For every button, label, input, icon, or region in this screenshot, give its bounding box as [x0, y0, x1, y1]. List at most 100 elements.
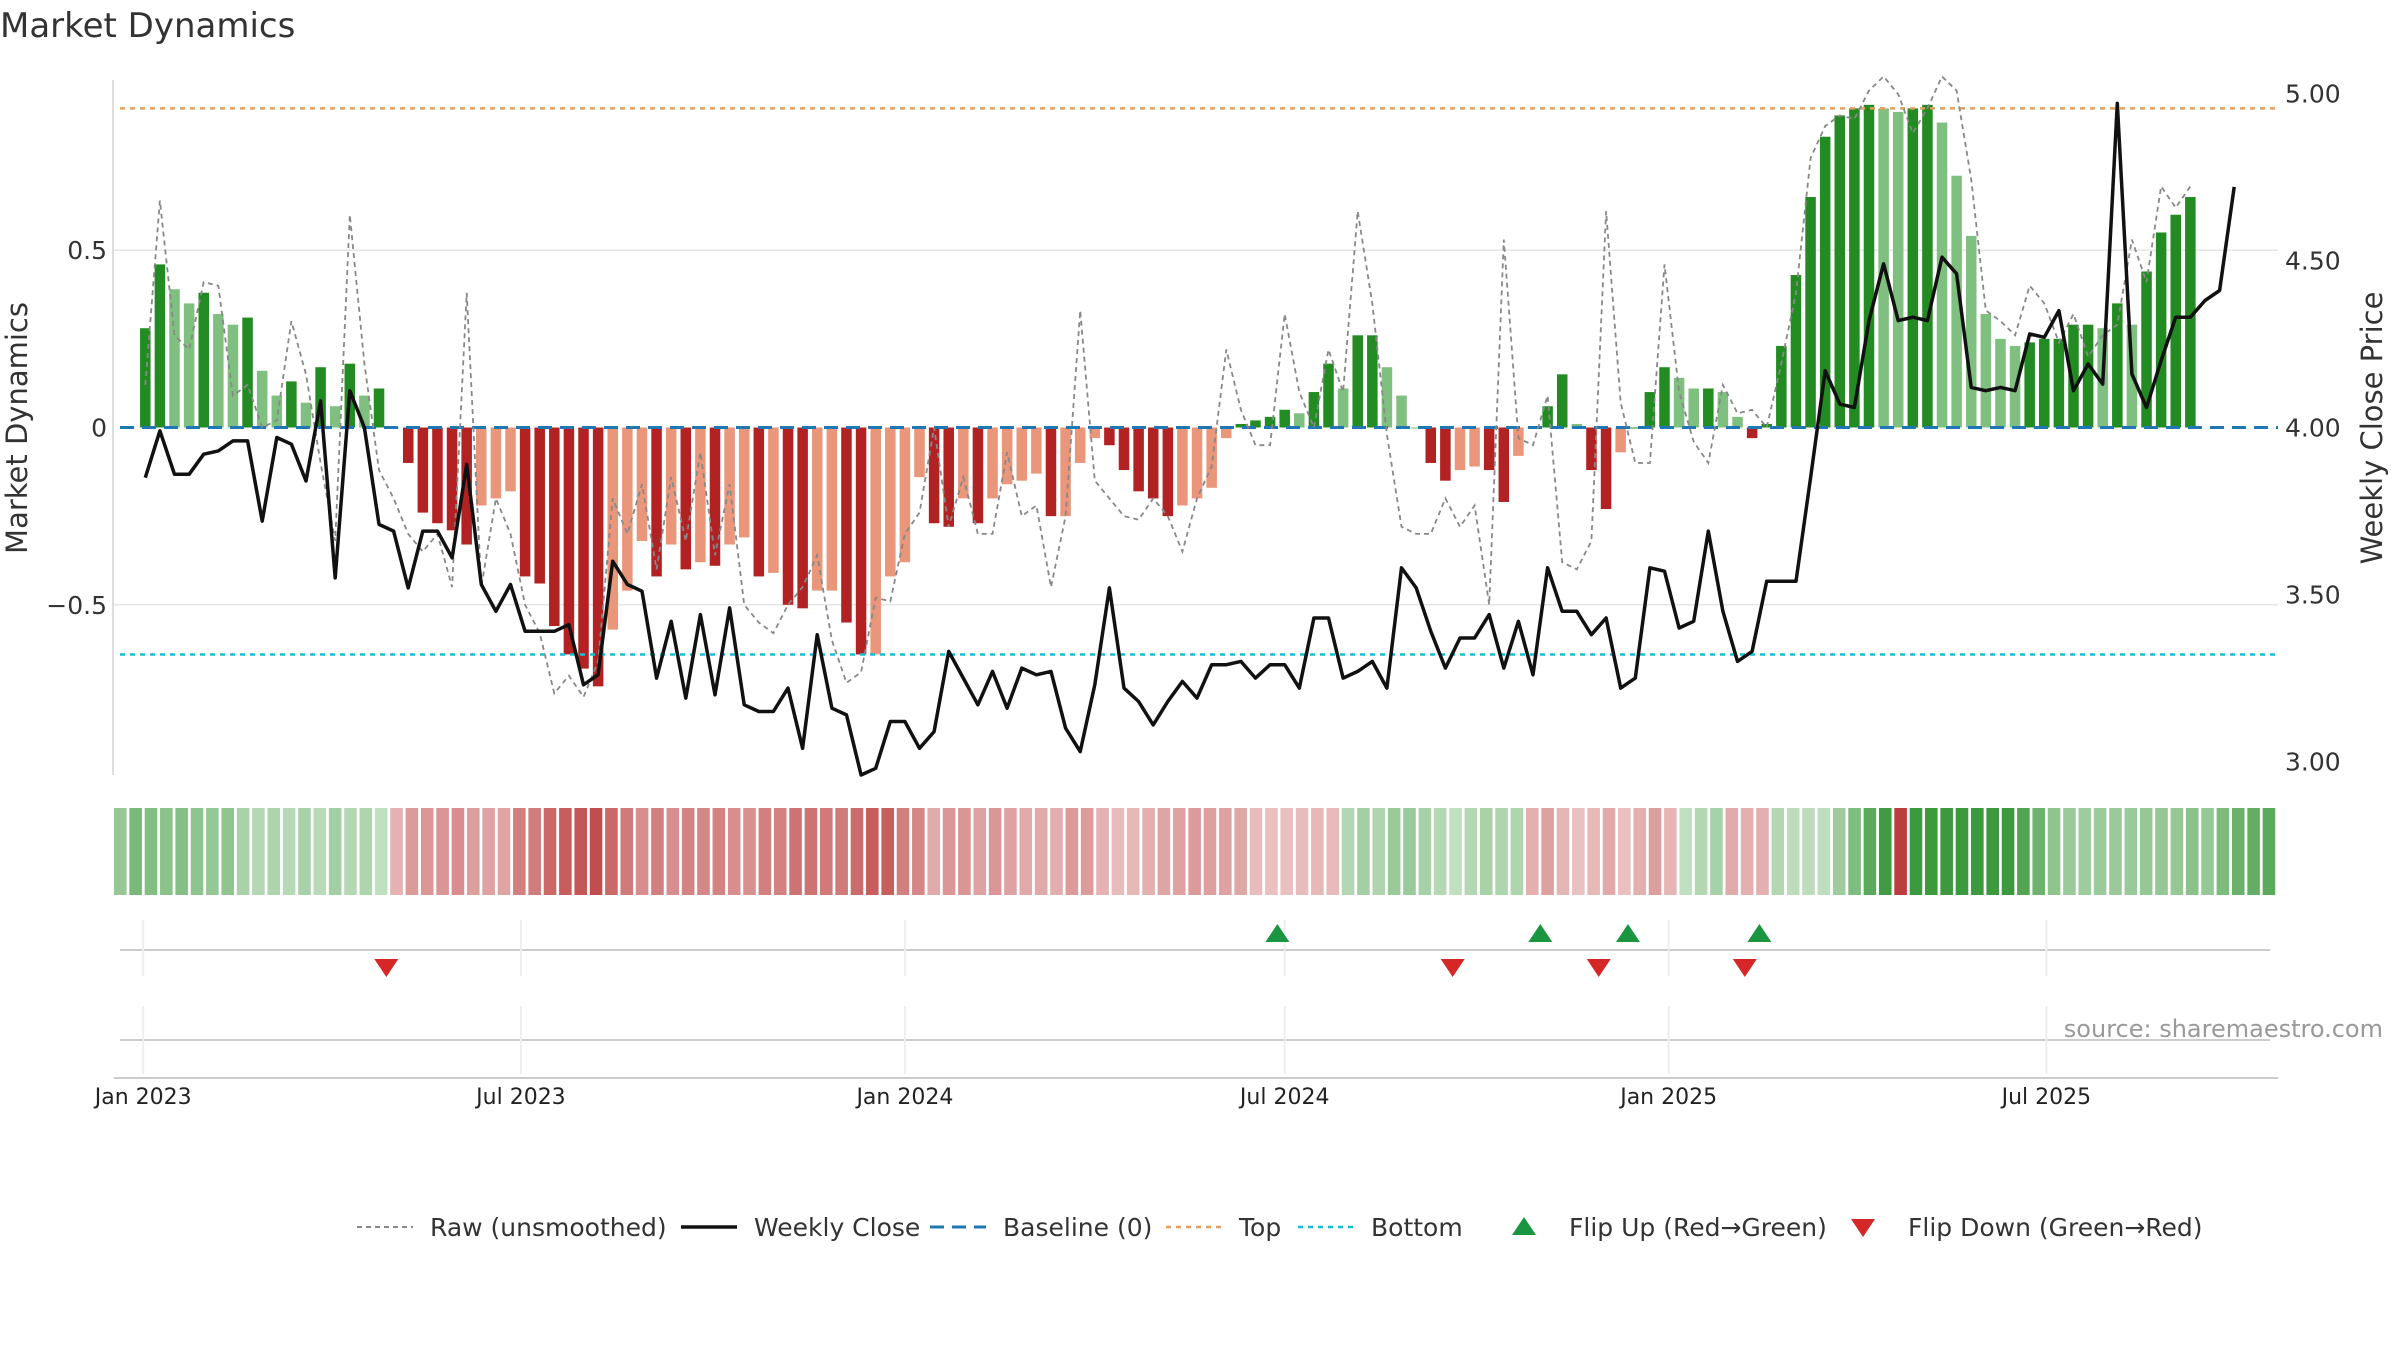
- regime-cell: [513, 808, 526, 895]
- dynamics-bar: [899, 427, 911, 563]
- regime-cell: [589, 808, 603, 895]
- y-right-tick-label: 3.50: [2285, 581, 2341, 610]
- legend-label: Weekly Close: [754, 1213, 920, 1242]
- regime-cell: [1050, 808, 1063, 895]
- y-right-tick-label: 4.50: [2285, 246, 2341, 275]
- legend-flip-up-swatch: [1512, 1217, 1536, 1235]
- regime-cell: [1556, 808, 1570, 895]
- regime-cell: [2247, 808, 2260, 895]
- regime-cell: [2093, 808, 2107, 895]
- dynamics-bar: [1060, 427, 1071, 517]
- dynamics-bar: [1863, 104, 1875, 428]
- regime-cell: [1694, 808, 1708, 895]
- regime-cell: [1495, 808, 1508, 895]
- dynamics-bar: [870, 427, 881, 655]
- dynamics-bar: [2039, 338, 2050, 428]
- regime-cell: [2155, 808, 2168, 895]
- x-tick-label: Jul 2025: [2000, 1085, 2092, 1110]
- dynamics-bar: [1410, 427, 1422, 429]
- regime-cell: [789, 808, 802, 895]
- regime-cell: [1878, 808, 1892, 895]
- dynamics-bar: [359, 395, 370, 428]
- regime-cell: [1080, 808, 1094, 895]
- dynamics-bar: [695, 427, 706, 563]
- regime-cell: [2262, 808, 2276, 895]
- regime-cell: [1203, 808, 1217, 895]
- regime-cell: [896, 808, 910, 895]
- dynamics-bar: [1483, 427, 1495, 471]
- regime-cell: [804, 808, 818, 895]
- dynamics-bar: [1542, 406, 1553, 428]
- dynamics-bar: [1498, 427, 1510, 502]
- regime-cell: [221, 808, 235, 895]
- regime-cell: [973, 808, 987, 895]
- regime-cell: [1449, 808, 1462, 895]
- regime-cell: [681, 808, 695, 895]
- dynamics-bar: [446, 427, 458, 531]
- dynamics-bar: [1147, 427, 1159, 499]
- dynamics-bar: [680, 427, 692, 570]
- y-left-tick-label: 0: [91, 414, 107, 443]
- regime-cell: [1986, 808, 1999, 895]
- dynamics-bar: [271, 395, 283, 428]
- regime-cell: [1341, 808, 1355, 895]
- flip-up-marker: [1265, 924, 1290, 942]
- regime-cell: [1664, 808, 1677, 895]
- dynamics-bar: [1776, 345, 1787, 428]
- regime-cell: [175, 808, 188, 895]
- dynamics-bar: [1819, 136, 1831, 428]
- regime-cell: [2063, 808, 2076, 895]
- dynamics-bar: [1045, 427, 1057, 517]
- regime-cell: [1940, 808, 1953, 895]
- dynamics-bar: [2053, 338, 2065, 428]
- regime-cell: [2139, 808, 2153, 895]
- regime-cell: [1786, 808, 1800, 895]
- dynamics-bar: [198, 292, 209, 428]
- regime-cell: [635, 808, 649, 895]
- regime-cell: [1418, 808, 1432, 895]
- weekly-close-line: [143, 101, 2236, 777]
- regime-strip: [114, 808, 2276, 895]
- dynamics-bar: [213, 314, 224, 428]
- dynamics-bar: [1235, 423, 1247, 428]
- dynamics-bar: [1206, 427, 1217, 488]
- regime-cell: [881, 808, 894, 895]
- regime-cell: [359, 808, 373, 895]
- regime-cell: [1188, 808, 1201, 895]
- dynamics-bar: [1513, 427, 1524, 456]
- regime-cell: [1679, 808, 1693, 895]
- dynamics-bar: [1323, 363, 1334, 428]
- x-tick-label: Jan 2025: [1618, 1085, 1717, 1110]
- dynamics-bar: [1995, 338, 2006, 428]
- dynamics-bar: [1732, 416, 1743, 428]
- y-right-tick-label: 5.00: [2285, 79, 2341, 108]
- dynamics-bar: [1177, 427, 1188, 506]
- dynamics-bar: [943, 427, 954, 527]
- dynamics-bar: [1089, 427, 1101, 439]
- dynamics-bar: [549, 427, 560, 627]
- regime-cell: [1142, 808, 1155, 895]
- dynamics-bar: [315, 367, 326, 428]
- dynamics-bar: [1425, 427, 1437, 463]
- dynamics-bar: [841, 427, 852, 623]
- regime-cell: [727, 808, 741, 895]
- regime-cell: [2124, 808, 2138, 895]
- dynamics-bar: [1951, 175, 1962, 428]
- flip-markers: [120, 920, 2270, 1074]
- regime-cell: [651, 808, 664, 895]
- regime-cell: [1756, 808, 1769, 895]
- dynamics-bar: [1352, 335, 1363, 428]
- dynamics-bar: [607, 427, 619, 630]
- regime-cell: [1387, 808, 1401, 895]
- regime-cell: [1648, 808, 1662, 895]
- dynamics-bar: [1556, 374, 1568, 428]
- regime-cell: [958, 808, 971, 895]
- legend-label: Top: [1238, 1213, 1281, 1242]
- dynamics-bar: [505, 427, 516, 492]
- flip-down-marker: [1440, 959, 1465, 977]
- legend-label: Flip Down (Green→Red): [1908, 1213, 2203, 1242]
- regime-cell: [1219, 808, 1232, 895]
- legend-flip-down-swatch: [1851, 1219, 1875, 1237]
- dynamics-bar: [578, 427, 589, 669]
- dynamics-bar: [169, 289, 180, 428]
